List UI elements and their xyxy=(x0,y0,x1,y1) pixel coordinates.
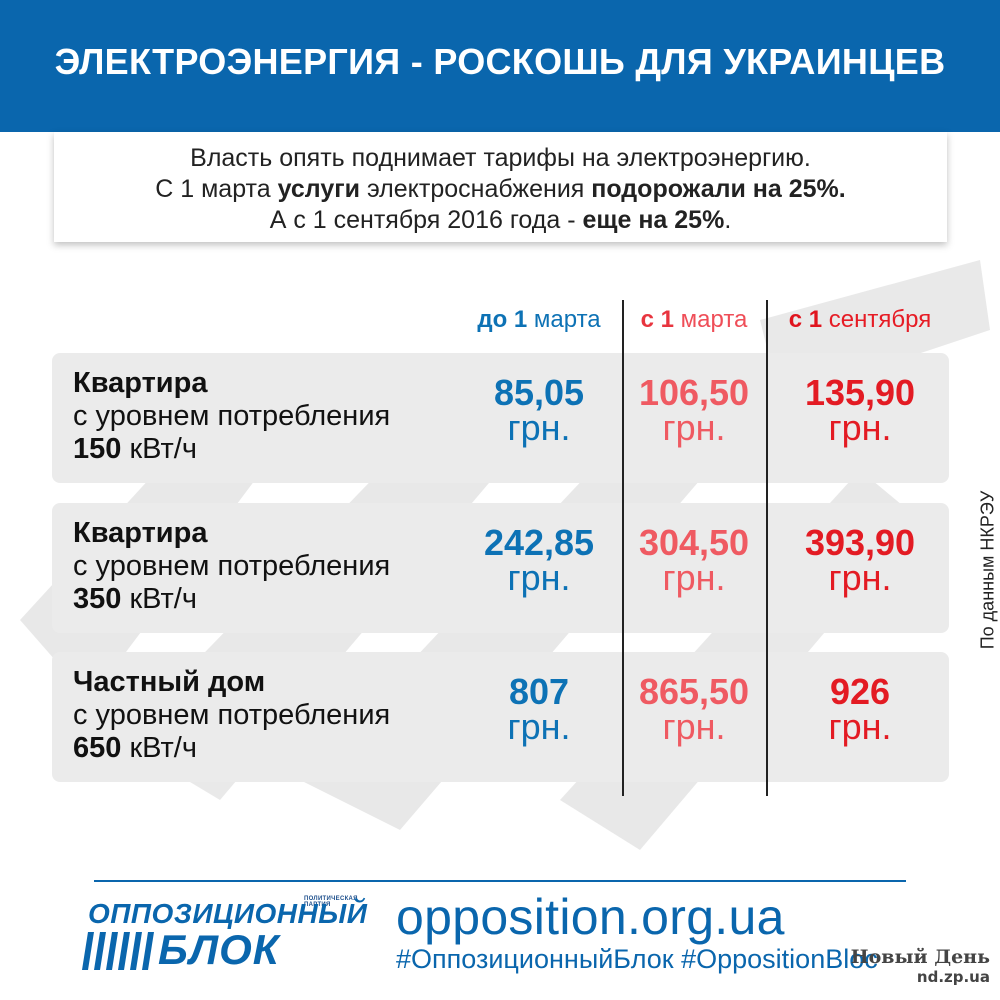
logo-stripes-icon xyxy=(82,932,154,970)
intro-line-1: Власть опять поднимает тарифы на электро… xyxy=(190,144,811,172)
column-divider xyxy=(622,300,624,796)
price-value: 865,50 xyxy=(638,671,750,712)
tariff-row: Квартира с уровнем потребления 350 кВт/ч… xyxy=(52,503,949,633)
header-banner: ЭЛЕКТРОЭНЕРГИЯ - РОСКОШЬ ДЛЯ УКРАИНЦЕВ xyxy=(0,0,1000,132)
tariff-row: Частный дом с уровнем потребления 650 кВ… xyxy=(52,652,949,782)
column-header-text: с xyxy=(788,306,809,333)
column-divider xyxy=(766,300,768,796)
column-header-text: марта xyxy=(673,306,748,333)
currency-label: грн. xyxy=(507,407,571,448)
column-header-from-march: с 1 марта xyxy=(622,306,766,334)
intro-bold: услуги xyxy=(277,175,361,203)
tariff-row: Квартира с уровнем потребления 150 кВт/ч… xyxy=(52,353,949,483)
currency-label: грн. xyxy=(507,557,571,598)
intro-bold: еще на 25% xyxy=(582,206,725,234)
price-from-march: 106,50 грн. xyxy=(622,372,766,448)
price-before-march: 85,05 грн. xyxy=(458,372,620,448)
consumption-amount: 650 xyxy=(73,732,122,764)
party-logo: ПОЛИТИЧЕСКАЯ ПАРТИЯ ОППОЗИЦИОННЫЙ БЛОК xyxy=(80,894,380,974)
row-consumption: 150 кВт/ч xyxy=(73,433,390,466)
intro-bold: подорожали на 25%. xyxy=(591,175,846,203)
row-subtitle: с уровнем потребления xyxy=(73,400,391,432)
column-header-before-march: до 1 марта xyxy=(458,306,620,334)
currency-label: грн. xyxy=(662,407,726,448)
logo-line-2: БЛОК xyxy=(158,926,280,973)
intro-box: Власть опять поднимает тарифы на электро… xyxy=(54,132,947,242)
price-value: 393,90 xyxy=(804,522,916,563)
price-value: 242,85 xyxy=(483,522,595,563)
consumption-amount: 150 xyxy=(73,433,122,465)
row-title: Частный дом xyxy=(73,666,266,698)
price-value: 807 xyxy=(508,671,570,712)
consumption-unit: кВт/ч xyxy=(121,583,197,615)
website-link[interactable]: opposition.org.ua xyxy=(396,889,785,945)
consumption-unit: кВт/ч xyxy=(121,433,197,465)
price-from-september: 393,90 грн. xyxy=(768,522,952,598)
intro-line-2: С 1 марта услуги электроснабжения подоро… xyxy=(54,174,947,205)
column-header-number: 1 xyxy=(660,306,674,333)
row-label: Частный дом с уровнем потребления 650 кВ… xyxy=(73,666,390,765)
price-from-march: 865,50 грн. xyxy=(622,671,766,747)
price-value: 304,50 xyxy=(638,522,750,563)
column-header-text: сентября xyxy=(822,306,932,333)
newspaper-url: nd.zp.ua xyxy=(916,968,990,986)
currency-label: грн. xyxy=(662,706,726,747)
page-title: ЭЛЕКТРОЭНЕРГИЯ - РОСКОШЬ ДЛЯ УКРАИНЦЕВ xyxy=(54,41,946,82)
price-value: 926 xyxy=(829,671,891,712)
column-header-text: до xyxy=(477,306,514,333)
price-value: 106,50 xyxy=(638,372,750,413)
currency-label: грн. xyxy=(828,407,892,448)
price-from-march: 304,50 грн. xyxy=(622,522,766,598)
intro-text: . xyxy=(724,206,732,234)
row-subtitle: с уровнем потребления xyxy=(73,699,391,731)
intro-text: С 1 марта xyxy=(155,175,278,203)
consumption-amount: 350 xyxy=(73,583,122,615)
source-note: По данным НКРЭУ xyxy=(977,490,998,650)
column-header-text: с xyxy=(640,306,661,333)
price-from-september: 926 грн. xyxy=(768,671,952,747)
column-header-text: марта xyxy=(527,306,601,333)
row-title: Квартира xyxy=(73,517,208,549)
row-consumption: 650 кВт/ч xyxy=(73,732,390,765)
column-header-number: 1 xyxy=(513,306,528,333)
price-from-september: 135,90 грн. xyxy=(768,372,952,448)
row-consumption: 350 кВт/ч xyxy=(73,583,390,616)
hashtags: #ОппозиционныйБлок #OppositionBloc xyxy=(396,944,878,974)
currency-label: грн. xyxy=(507,706,571,747)
currency-label: грн. xyxy=(662,557,726,598)
currency-label: грн. xyxy=(828,706,892,747)
intro-text: А с 1 сентября 2016 года - xyxy=(269,206,583,234)
column-header-from-september: с 1 сентября xyxy=(768,306,952,334)
footer-divider xyxy=(94,880,906,882)
newspaper-credit: Новый День nd.zp.ua xyxy=(851,946,990,986)
currency-label: грн. xyxy=(828,557,892,598)
row-label: Квартира с уровнем потребления 150 кВт/ч xyxy=(73,367,390,466)
price-value: 85,05 xyxy=(493,372,585,413)
logo-line-1: ОППОЗИЦИОННЫЙ xyxy=(88,898,368,929)
logo-small-text: ПОЛИТИЧЕСКАЯ ПАРТИЯ xyxy=(304,896,358,908)
row-title: Квартира xyxy=(73,367,208,399)
price-value: 135,90 xyxy=(804,372,916,413)
price-before-march: 242,85 грн. xyxy=(458,522,620,598)
price-before-march: 807 грн. xyxy=(458,671,620,747)
row-subtitle: с уровнем потребления xyxy=(73,550,391,582)
intro-text: электроснабжения xyxy=(360,175,592,203)
consumption-unit: кВт/ч xyxy=(121,732,197,764)
column-header-number: 1 xyxy=(808,306,823,333)
newspaper-title: Новый День xyxy=(850,946,990,968)
row-label: Квартира с уровнем потребления 350 кВт/ч xyxy=(73,517,390,616)
intro-line-3: А с 1 сентября 2016 года - еще на 25%. xyxy=(54,205,947,236)
